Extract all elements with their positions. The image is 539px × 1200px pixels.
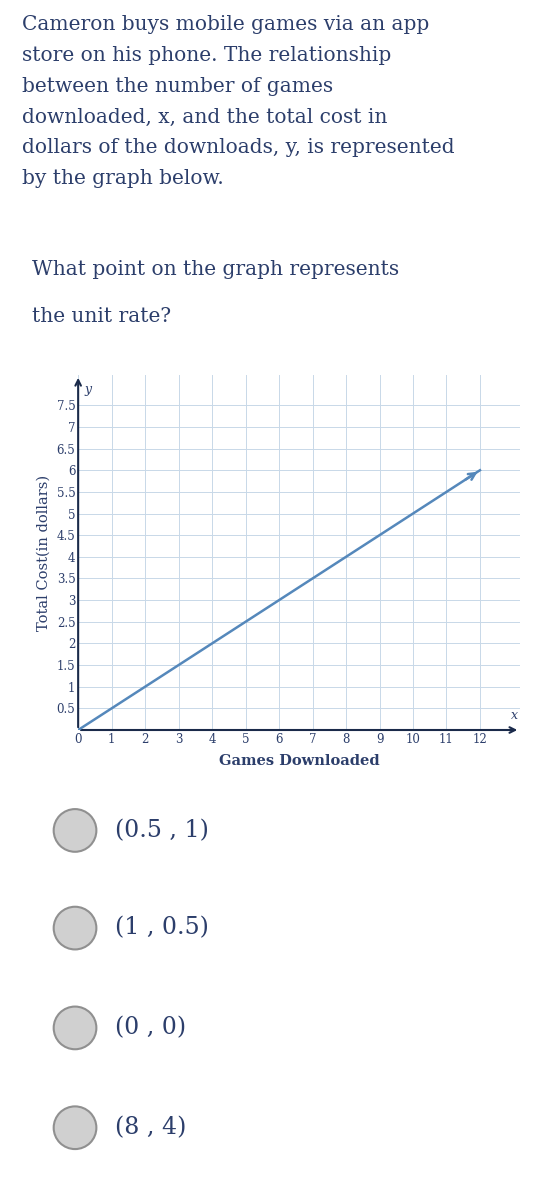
Text: Cameron buys mobile games via an app: Cameron buys mobile games via an app (22, 14, 429, 34)
Text: (1 , 0.5): (1 , 0.5) (115, 917, 209, 940)
X-axis label: Games Downloaded: Games Downloaded (219, 754, 379, 768)
Text: downloaded, x, and the total cost in: downloaded, x, and the total cost in (22, 108, 387, 126)
Text: dollars of the downloads, y, is represented: dollars of the downloads, y, is represen… (22, 138, 454, 157)
Ellipse shape (54, 809, 96, 852)
Text: (0.5 , 1): (0.5 , 1) (115, 818, 209, 842)
Text: the unit rate?: the unit rate? (32, 307, 171, 325)
Text: What point on the graph represents: What point on the graph represents (32, 260, 399, 280)
Text: between the number of games: between the number of games (22, 77, 333, 96)
Text: store on his phone. The relationship: store on his phone. The relationship (22, 46, 391, 65)
Text: x: x (511, 709, 518, 722)
Y-axis label: Total Cost(in dollars): Total Cost(in dollars) (37, 474, 51, 630)
Ellipse shape (54, 1106, 96, 1150)
Text: (0 , 0): (0 , 0) (115, 1016, 186, 1039)
Text: y: y (84, 383, 91, 396)
Ellipse shape (54, 907, 96, 949)
Text: by the graph below.: by the graph below. (22, 169, 223, 188)
Text: (8 , 4): (8 , 4) (115, 1116, 186, 1139)
Ellipse shape (54, 1007, 96, 1049)
